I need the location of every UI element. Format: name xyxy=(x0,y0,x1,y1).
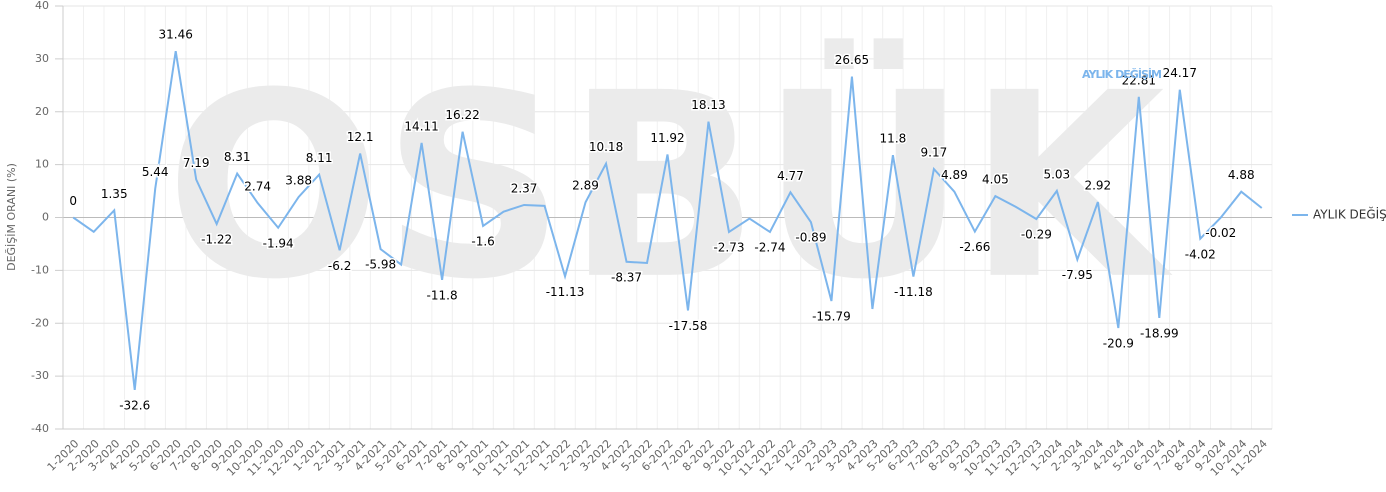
data-label: 18.13 xyxy=(691,98,725,112)
data-label: -1.22 xyxy=(201,232,232,246)
data-label: -11.13 xyxy=(546,285,585,299)
data-label: -0.89 xyxy=(795,231,826,245)
data-label: -11.18 xyxy=(894,285,933,299)
data-label: 24.17 xyxy=(1163,66,1197,80)
y-tick-label: -40 xyxy=(31,422,49,435)
data-label: 4.05 xyxy=(982,173,1009,187)
data-label: 4.77 xyxy=(777,169,804,183)
data-label: 3.88 xyxy=(285,173,312,187)
data-label: -20.9 xyxy=(1103,337,1134,351)
data-label: 7.19 xyxy=(183,156,210,170)
y-tick-label: -20 xyxy=(31,316,49,329)
y-tick-label: -10 xyxy=(31,263,49,276)
watermark: OSBÜK xyxy=(165,38,1173,336)
data-label: 1.35 xyxy=(101,187,128,201)
series-line xyxy=(72,50,1263,390)
y-tick-label: -30 xyxy=(31,369,49,382)
data-label: 9.17 xyxy=(921,146,948,160)
data-label: 5.44 xyxy=(142,165,169,179)
data-label: 31.46 xyxy=(159,28,193,42)
data-label: -32.6 xyxy=(119,398,150,412)
y-tick-label: 40 xyxy=(35,0,49,12)
series-label: AYLIK DEĞİŞİM xyxy=(1082,67,1162,81)
data-label: 2.74 xyxy=(244,180,271,194)
data-label: 4.89 xyxy=(941,168,968,182)
data-label: -1.6 xyxy=(471,234,494,248)
y-tick-label: 10 xyxy=(35,158,49,171)
data-label: -2.73 xyxy=(713,240,744,254)
data-label: -15.79 xyxy=(812,309,851,323)
data-label: 5.03 xyxy=(1043,167,1070,181)
data-label: -0.29 xyxy=(1021,228,1052,242)
data-label: -0.02 xyxy=(1205,226,1236,240)
data-label: 2.89 xyxy=(572,179,599,193)
data-label: -17.58 xyxy=(669,319,708,333)
y-tick-label: 20 xyxy=(35,105,49,118)
data-label: 8.31 xyxy=(224,150,251,164)
y-tick-label: 30 xyxy=(35,52,49,65)
data-label: -5.98 xyxy=(365,258,396,272)
data-label: 10.18 xyxy=(589,140,623,154)
data-label: -18.99 xyxy=(1140,326,1179,340)
data-label: 16.22 xyxy=(445,108,479,122)
data-label: 26.65 xyxy=(835,53,869,67)
data-label: -8.37 xyxy=(611,270,642,284)
data-label: 2.92 xyxy=(1084,179,1111,193)
data-label: 0 xyxy=(69,194,77,208)
legend-label: AYLIK DEĞİŞİM xyxy=(1313,207,1386,222)
data-label: -4.02 xyxy=(1185,247,1216,261)
data-label: 11.92 xyxy=(650,131,684,145)
data-label: -6.2 xyxy=(328,259,351,273)
data-label: -7.95 xyxy=(1062,268,1093,282)
data-label: 2.37 xyxy=(511,181,538,195)
data-label: -2.66 xyxy=(959,240,990,254)
y-axis-title: DEĞİŞİM ORANI (%) xyxy=(5,163,18,271)
data-label: 22.81 xyxy=(1122,73,1156,87)
data-label: -11.8 xyxy=(427,288,458,302)
data-label: 8.11 xyxy=(306,151,333,165)
data-label: 12.1 xyxy=(347,130,374,144)
data-label: 11.8 xyxy=(880,132,907,146)
data-label: -2.74 xyxy=(754,240,785,254)
data-label: 14.11 xyxy=(404,119,438,133)
y-tick-label: 0 xyxy=(42,211,49,224)
data-label: -1.94 xyxy=(263,236,294,250)
data-label: 4.88 xyxy=(1228,168,1255,182)
